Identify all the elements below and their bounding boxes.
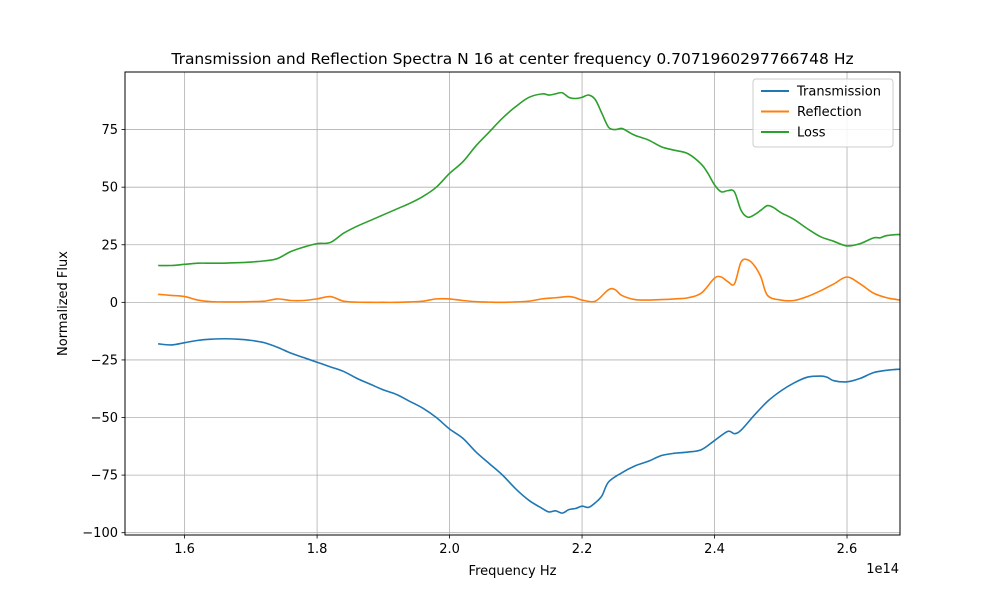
y-axis-label: Normalized Flux — [56, 251, 71, 356]
x-axis-offset-label: 1e14 — [866, 562, 899, 577]
x-tick-label: 2.6 — [837, 542, 858, 557]
legend-label-reflection: Reflection — [797, 105, 862, 120]
legend-label-loss: Loss — [797, 126, 826, 141]
chart-title: Transmission and Reflection Spectra N 16… — [170, 50, 853, 68]
x-tick-label: 1.6 — [174, 542, 195, 557]
x-axis-label: Frequency Hz — [469, 564, 557, 579]
x-tick-label: 2.4 — [704, 542, 725, 557]
y-tick-label: −75 — [91, 469, 118, 484]
x-tick-label: 2.0 — [439, 542, 460, 557]
y-tick-label: 75 — [101, 123, 118, 138]
y-tick-label: 25 — [101, 238, 118, 253]
y-tick-label: −25 — [91, 353, 118, 368]
legend: Transmission Reflection Loss — [753, 79, 893, 147]
x-tick-label: 2.2 — [572, 542, 593, 557]
legend-label-transmission: Transmission — [796, 85, 881, 100]
x-tick-label: 1.8 — [307, 542, 328, 557]
y-tick-label: −100 — [82, 526, 118, 541]
y-tick-label: −50 — [91, 411, 118, 426]
y-tick-label: 0 — [110, 296, 118, 311]
y-tick-label: 50 — [101, 181, 118, 196]
